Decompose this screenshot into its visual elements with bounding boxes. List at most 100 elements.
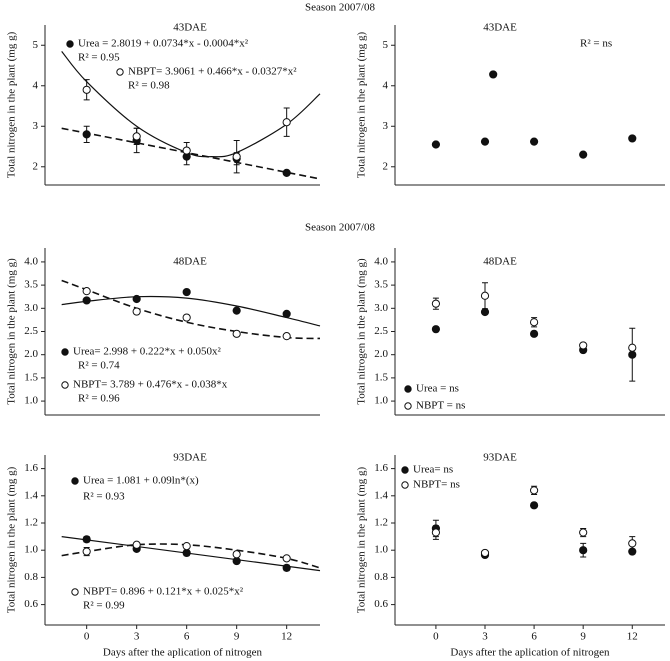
y-tick-label: 4.0 [374, 255, 388, 267]
x-tick-label: 0 [84, 631, 90, 643]
annotation: R² = 0.74 [78, 360, 120, 372]
y-tick-label: 0.6 [374, 598, 388, 610]
data-point [431, 325, 441, 334]
y-tick-label: 2.5 [24, 325, 38, 337]
y-tick-label: 3.0 [374, 302, 388, 314]
data-point [232, 556, 241, 566]
annotation: NBPT= 3.789 + 0.476*x - 0.038*x [73, 379, 228, 391]
x-tick-label: 0 [433, 631, 439, 643]
legend-marker [116, 68, 124, 76]
legend-marker [71, 477, 79, 485]
y-tick-label: 5 [383, 39, 389, 51]
data-point [628, 343, 637, 352]
season-header: Season 2007/08 [305, 222, 375, 234]
annotation: R² = 0.93 [83, 491, 125, 503]
data-point [282, 168, 291, 177]
annotation: NBPT= ns [413, 479, 460, 491]
data-point [82, 130, 91, 139]
data-point [82, 85, 91, 94]
data-point [431, 528, 441, 537]
y-axis-label: Total nitrogen in the plant (mg g) [356, 466, 368, 613]
panel-title: 48DAE [173, 256, 207, 268]
y-axis-label: Total nitrogen in the plant (mg g) [6, 466, 18, 613]
x-tick-label: 9 [580, 631, 586, 643]
data-point [282, 332, 291, 341]
season-header: Season 2007/08 [305, 2, 375, 14]
y-tick-label: 3.5 [374, 279, 388, 291]
x-axis-label: Days after the aplication of nitrogen [450, 647, 610, 659]
data-point [628, 350, 637, 359]
data-point [579, 528, 588, 537]
data-point [82, 296, 91, 305]
data-point [232, 152, 241, 161]
data-point [282, 118, 291, 127]
fit-curve [61, 295, 321, 327]
annotation: Urea = 1.081 + 0.09ln*(x) [83, 475, 199, 487]
y-tick-label: 3 [383, 120, 389, 132]
data-point [628, 134, 637, 143]
data-point [182, 313, 191, 322]
data-point [529, 318, 539, 327]
y-tick-label: 1.0 [374, 395, 388, 407]
y-tick-label: 1.0 [24, 544, 38, 556]
annotation: Urea= ns [413, 464, 453, 476]
fit-curve [61, 50, 321, 158]
y-tick-label: 1.6 [374, 462, 388, 474]
y-axis-label: Total nitrogen in the plant (mg g) [356, 31, 368, 178]
fit-curve [61, 279, 321, 340]
y-tick-label: 1.5 [374, 371, 388, 383]
annotation: NBPT= 0.896 + 0.121*x + 0.025*x² [83, 586, 244, 598]
fit-curve [61, 536, 321, 572]
data-point [529, 501, 539, 510]
x-tick-label: 3 [482, 631, 488, 643]
panel-title: 48DAE [483, 256, 517, 268]
data-point [628, 539, 637, 548]
data-point [232, 329, 241, 338]
x-tick-label: 6 [184, 631, 190, 643]
x-tick-label: 3 [134, 631, 140, 643]
legend-marker [404, 402, 412, 410]
data-point [82, 547, 91, 556]
data-point [182, 548, 191, 558]
legend-marker [404, 385, 412, 393]
data-point [529, 486, 539, 495]
panel-title: 93DAE [483, 452, 517, 464]
data-point [480, 307, 490, 317]
y-tick-label: 2.0 [24, 348, 38, 360]
annotation: R² = 0.99 [83, 600, 125, 612]
annotation: R² = 0.96 [78, 393, 120, 405]
legend-marker [401, 481, 409, 489]
data-point [82, 535, 91, 544]
data-point [579, 341, 588, 350]
data-point [182, 287, 191, 297]
annotation: NBPT= 3.9061 + 0.466*x - 0.0327*x² [128, 66, 297, 78]
x-axis-label: Days after the aplication of nitrogen [103, 647, 263, 659]
y-tick-label: 4 [383, 79, 389, 91]
data-point [431, 140, 441, 149]
y-tick-label: 2 [33, 160, 39, 172]
data-point [431, 299, 441, 308]
y-tick-label: 1.0 [374, 544, 388, 556]
data-point [232, 306, 241, 315]
data-point [182, 542, 191, 551]
panel-title: 43DAE [173, 22, 207, 34]
annotation: R² = 0.98 [128, 80, 170, 92]
legend-marker [66, 40, 74, 48]
data-point [282, 563, 291, 572]
annotation: Urea= 2.998 + 0.222*x + 0.050x² [73, 346, 221, 358]
y-axis-label: Total nitrogen in the plant (mg g) [6, 258, 18, 405]
data-point [132, 294, 141, 304]
data-point [132, 132, 141, 141]
y-tick-label: 0.6 [24, 598, 38, 610]
x-tick-label: 9 [234, 631, 240, 643]
y-tick-label: 5 [33, 39, 39, 51]
annotation: R² = ns [580, 38, 612, 50]
data-point [480, 548, 490, 558]
y-tick-label: 2.5 [374, 325, 388, 337]
annotation: R² = 0.95 [78, 52, 120, 64]
y-tick-label: 0.8 [24, 571, 38, 583]
y-tick-label: 2.0 [374, 348, 388, 360]
panel-title: 93DAE [173, 452, 207, 464]
y-tick-label: 3.5 [24, 279, 38, 291]
